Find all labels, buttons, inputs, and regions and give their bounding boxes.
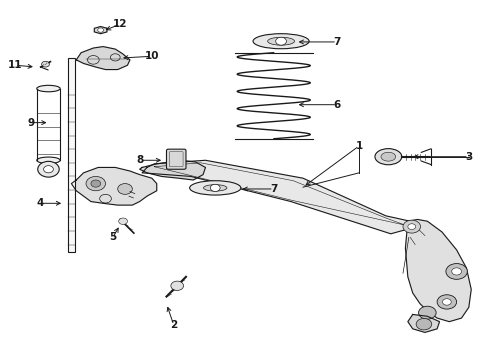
Text: 11: 11 [8,60,22,70]
Text: 4: 4 [37,198,44,208]
Ellipse shape [203,185,226,191]
Text: 3: 3 [464,152,471,162]
Circle shape [38,161,59,177]
Circle shape [91,180,101,187]
Polygon shape [76,46,130,69]
Text: 6: 6 [333,100,340,110]
Text: 2: 2 [170,320,177,330]
Polygon shape [94,27,107,34]
Ellipse shape [37,157,60,163]
Polygon shape [142,160,409,234]
Text: 7: 7 [333,37,340,47]
Text: 7: 7 [269,184,277,194]
Polygon shape [405,220,470,321]
Text: 10: 10 [144,51,159,61]
Circle shape [98,28,103,32]
Text: 9: 9 [27,118,35,128]
Circle shape [170,281,183,291]
Circle shape [275,37,286,45]
Circle shape [43,166,53,173]
Circle shape [451,268,461,275]
Ellipse shape [37,85,60,92]
Circle shape [118,184,132,194]
Ellipse shape [374,149,401,165]
Polygon shape [140,160,205,180]
Circle shape [119,218,127,225]
Text: 12: 12 [113,19,127,29]
Ellipse shape [252,34,308,49]
Circle shape [407,224,415,229]
Circle shape [86,176,105,191]
Circle shape [445,264,467,279]
Circle shape [436,295,456,309]
FancyBboxPatch shape [166,149,185,169]
Text: 1: 1 [355,141,362,151]
Ellipse shape [380,152,395,161]
Ellipse shape [267,37,294,45]
Text: 8: 8 [136,155,143,165]
Polygon shape [407,315,439,332]
Circle shape [418,306,435,319]
Bar [68,58,75,252]
Polygon shape [71,167,157,205]
Circle shape [210,184,220,192]
Circle shape [415,319,431,330]
Circle shape [41,61,49,67]
Ellipse shape [189,181,241,195]
Circle shape [402,220,420,233]
Text: 5: 5 [109,232,116,242]
Circle shape [442,299,450,305]
